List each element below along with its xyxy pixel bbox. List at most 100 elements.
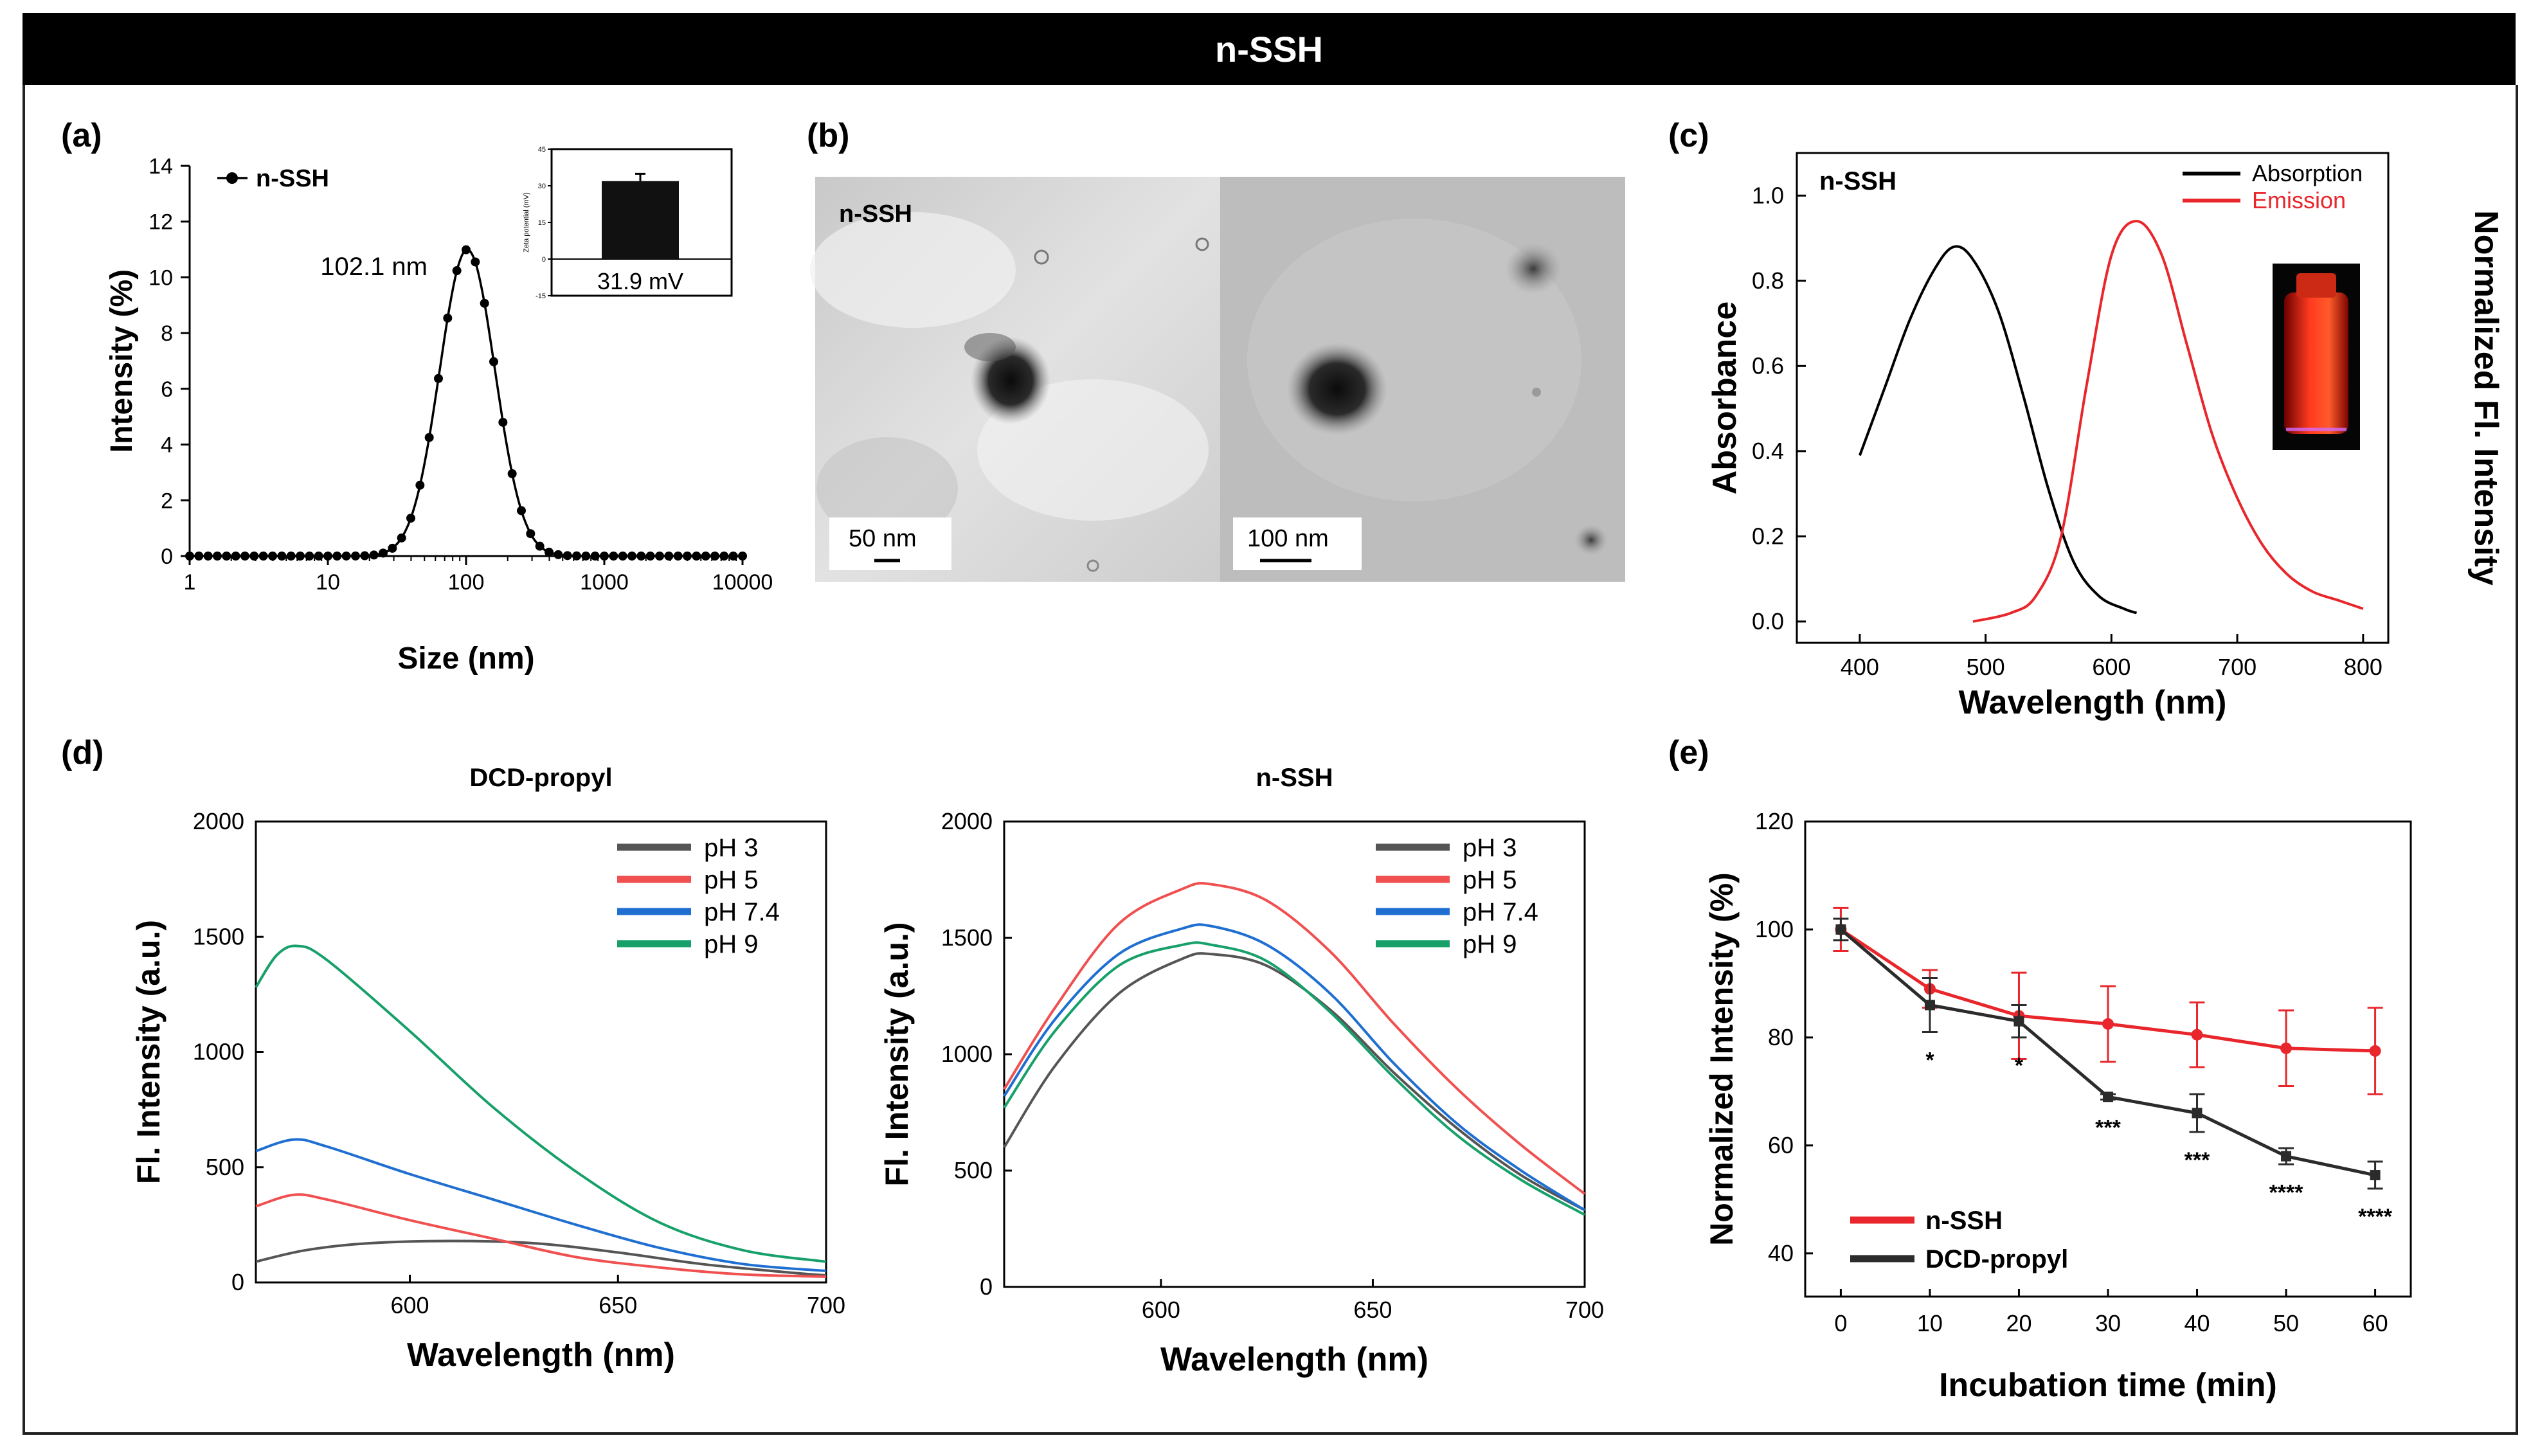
data-point-n-ssh	[517, 506, 526, 516]
x-tick-label: 600	[1142, 1297, 1180, 1323]
y-tick-label: 500	[954, 1157, 993, 1183]
y-tick-label: 0.6	[1752, 352, 1784, 379]
y-tick-label: 0.2	[1752, 523, 1784, 549]
data-point-n-ssh	[314, 551, 323, 561]
data-point-n-ssh	[194, 552, 204, 561]
data-point-n-ssh	[213, 552, 222, 561]
data-point-n-ssh	[369, 550, 379, 560]
inset-y-tick-label: 0	[542, 256, 546, 264]
data-point-n-ssh	[600, 551, 609, 561]
y-tick-label: 100	[1755, 916, 1794, 942]
y-tick-label: 60	[1768, 1132, 1794, 1158]
legend-label-emission: Emission	[2252, 187, 2346, 213]
tem-images: n-SSH 50 nm 100 nm	[810, 177, 1625, 582]
data-point-n-ssh	[545, 547, 554, 557]
data-point-n-ssh	[609, 551, 618, 561]
data-point-n-ssh	[388, 543, 397, 553]
chart-title: DCD-propyl	[469, 764, 612, 792]
data-point-n-ssh	[462, 245, 471, 255]
vial-body	[2284, 292, 2348, 434]
y-tick-label: 120	[1755, 808, 1794, 834]
data-point-n-ssh	[590, 551, 600, 561]
data-point-n-ssh	[581, 551, 591, 561]
x-tick-label: 30	[2095, 1310, 2121, 1336]
tem-small-particle	[1034, 249, 1049, 265]
x-tick-label: 40	[2184, 1310, 2210, 1336]
legend-label-dcd-propyl: DCD-propyl	[1925, 1245, 2068, 1273]
x-tick-label: 10	[1917, 1310, 1943, 1336]
data-point-n-ssh	[618, 551, 627, 561]
data-point-n-ssh	[305, 551, 314, 561]
x-tick-label: 60	[2363, 1310, 2388, 1336]
x-tick-label: 650	[1353, 1297, 1392, 1323]
tem-particle	[964, 333, 1016, 361]
data-point-n-ssh	[627, 552, 636, 561]
data-point-n-ssh	[415, 480, 425, 490]
data-point-n-ssh	[554, 550, 563, 559]
data-point-n-ssh	[535, 541, 545, 551]
chart-c-optical: 400 500 600 700 800 0.0 0.2 0.4 0.6 0.8 1.0 Wavelen…	[1706, 152, 2505, 721]
data-point-n-ssh	[692, 552, 701, 561]
x-tick-label: 800	[2344, 654, 2382, 680]
series-line-ph9	[255, 944, 827, 1263]
y-tick-label: 500	[206, 1154, 244, 1180]
chart-title: n-SSH	[1256, 764, 1333, 792]
plot-frame	[1796, 152, 2390, 644]
y-tick-label: 1.0	[1752, 182, 1784, 208]
inset-y-tick-label: -15	[536, 292, 546, 300]
panel-e-label: (e)	[1668, 734, 1709, 771]
tem-texture	[810, 212, 1016, 328]
data-point-n-ssh	[719, 552, 729, 561]
inset-y-tick-label: 45	[538, 146, 546, 154]
chart-a-dls: 1 10 100 1000 10000 0 2 4 6 8 10 12 14 Size (nm) Inten…	[105, 154, 773, 676]
tem-small-particle	[1195, 237, 1209, 251]
data-point-n-ssh	[296, 552, 305, 561]
x-tick-label: 600	[2092, 654, 2130, 680]
legend-label-ph74: pH 7.4	[704, 898, 780, 926]
x-axis-title: Incubation time (min)	[1939, 1367, 2277, 1404]
data-point-n-ssh	[452, 266, 462, 276]
y-tick-label: 0	[980, 1273, 993, 1300]
data-point-n-ssh	[222, 552, 231, 561]
significance-marker: ***	[2095, 1115, 2121, 1140]
data-point-n-ssh	[277, 552, 287, 561]
y-tick-label: 0.8	[1752, 267, 1784, 294]
data-point-n-ssh	[379, 548, 388, 558]
legend-label-ph3: pH 3	[1463, 834, 1517, 862]
legend-label-n-ssh: n-SSH	[1925, 1207, 2003, 1235]
y-tick-label: 1500	[193, 923, 244, 949]
data-point-n-ssh	[286, 552, 296, 561]
series-line-absorption	[1859, 245, 2138, 615]
x-tick-label: 10000	[712, 570, 773, 595]
y-tick-label: 8	[161, 321, 173, 346]
data-point-n-ssh	[332, 551, 342, 561]
legend-marker-n-ssh	[226, 172, 238, 184]
data-point-n-ssh	[489, 357, 498, 366]
inset-value-label: 31.9 mV	[597, 268, 683, 294]
chart-d-n-ssh: n-SSH 600 650 700 0 500 1000 1500 2000 Wavelength…	[879, 764, 1604, 1378]
x-tick-label: 700	[1565, 1297, 1604, 1323]
y-tick-label: 12	[149, 210, 173, 235]
figure-frame	[23, 85, 2518, 1435]
y-tick-label: 10	[149, 265, 173, 290]
data-point-n-ssh	[480, 298, 489, 308]
x-tick-label: 50	[2273, 1310, 2299, 1336]
data-point-n-ssh	[443, 313, 453, 323]
y-tick-label: 2000	[941, 808, 993, 834]
data-point-n-ssh	[710, 552, 719, 561]
y-tick-label: 0.0	[1752, 608, 1784, 634]
y-tick-label: 1500	[941, 924, 993, 951]
series-line-ph9	[1003, 941, 1585, 1216]
data-point-n-ssh	[2191, 1029, 2203, 1041]
significance-marker: ***	[2184, 1148, 2210, 1173]
x-tick-label: 500	[1967, 654, 2005, 680]
tem-particle	[1505, 243, 1562, 294]
data-point-n-ssh	[397, 533, 406, 543]
data-point-n-ssh	[683, 552, 692, 561]
legend-label-ph74: pH 7.4	[1463, 898, 1538, 926]
data-point-n-ssh	[728, 552, 738, 561]
chart-d-dcd-propyl: DCD-propyl 600 650 700 0 500 1000 1500 2000 Wavel…	[131, 764, 845, 1374]
data-point-n-ssh	[507, 469, 517, 478]
x-tick-label: 400	[1841, 654, 1879, 680]
